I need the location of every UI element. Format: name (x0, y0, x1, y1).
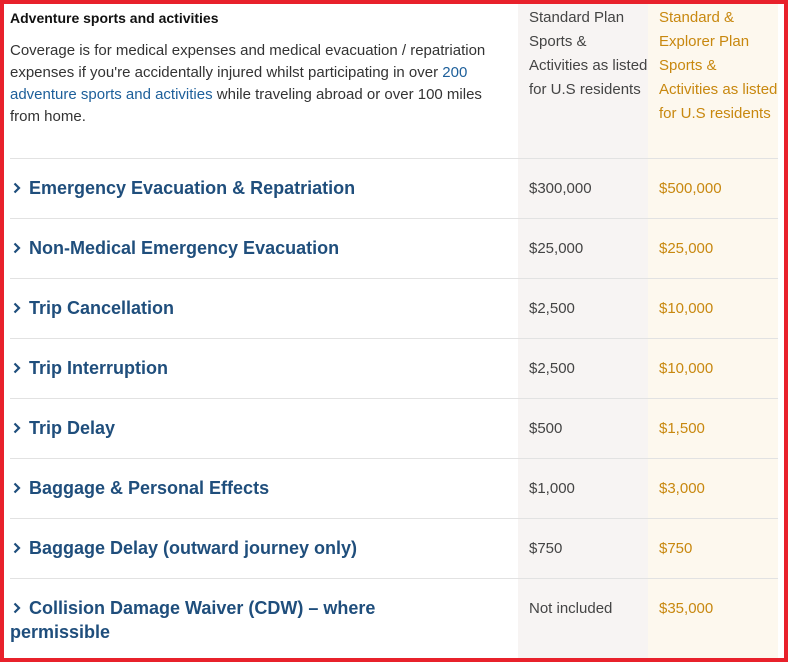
row-label[interactable]: Baggage & Personal Effects (10, 459, 518, 518)
row-label[interactable]: Trip Delay (10, 399, 518, 458)
row-label[interactable]: Non-Medical Emergency Evacuation (10, 219, 518, 278)
text: while traveling abroad or over 100 miles… (10, 86, 482, 125)
row-label-text[interactable]: Collision Damage Waiver (CDW) – where pe… (10, 598, 376, 642)
cell-value: $500,000 (659, 180, 722, 197)
chevron-icon (13, 302, 21, 314)
cell-value: $25,000 (659, 240, 714, 257)
table-row: Trip Delay $500 $1,500 (10, 398, 778, 458)
cell-value: $25,000 (529, 240, 584, 257)
chevron-icon (13, 602, 21, 614)
column-header: Standard Plan Sports & Activities as lis… (529, 9, 648, 98)
row-label[interactable]: Collision Damage Waiver (CDW) – where pe… (10, 579, 518, 657)
comparison-table: Adventure sports and activities Coverage… (10, 4, 778, 657)
cell-value: $1,500 (659, 420, 705, 437)
chevron-icon (13, 542, 21, 554)
row-label[interactable]: Trip Interruption (10, 339, 518, 398)
chevron-icon (13, 182, 21, 194)
row-label-text[interactable]: Baggage & Personal Effects (29, 478, 270, 498)
chevron-icon (13, 242, 21, 254)
header-cell: Adventure sports and activities Coverage… (10, 4, 518, 158)
cell-value: $750 (529, 540, 563, 557)
chevron-icon (13, 362, 21, 374)
row-label-text[interactable]: Baggage Delay (outward journey only) (29, 538, 358, 558)
row-label-text[interactable]: Trip Delay (29, 418, 116, 438)
table-row: Trip Interruption $2,500 $10,000 (10, 338, 778, 398)
column-bg (648, 4, 778, 658)
cell-value: $3,000 (659, 480, 705, 497)
table-row: Non-Medical Emergency Evacuation $25,000 $… (10, 218, 778, 278)
cell-value: $1,000 (529, 480, 575, 497)
table-row: Baggage & Personal Effects $1,000 $3,000 (10, 458, 778, 518)
column-header: Standard & Explorer Plan Sports & Activi… (659, 9, 778, 122)
chevron-icon (13, 482, 21, 494)
text: Coverage is for medical expenses and med… (10, 42, 486, 81)
row-label-text[interactable]: Trip Interruption (29, 358, 168, 378)
table-header: Adventure sports and activities Coverage… (10, 4, 778, 158)
title: Adventure sports and activities (10, 10, 219, 26)
column-bg (518, 4, 648, 658)
chevron-icon (13, 422, 21, 434)
row-label[interactable]: Trip Cancellation (10, 279, 518, 338)
table-row: Collision Damage Waiver (CDW) – where pe… (10, 578, 778, 657)
row-label-text[interactable]: Non-Medical Emergency Evacuation (29, 238, 340, 258)
cell-value: $10,000 (659, 300, 714, 317)
cell-value: $300,000 (529, 180, 592, 197)
table-row: Baggage Delay (outward journey only) $750… (10, 518, 778, 578)
cell-value: $750 (659, 540, 693, 557)
row-label[interactable]: Baggage Delay (outward journey only) (10, 519, 518, 578)
row-label-text[interactable]: Emergency Evacuation & Repatriation (29, 178, 356, 198)
cell-value: $10,000 (659, 360, 714, 377)
link[interactable]: 200 adventure sports and activities (10, 64, 468, 103)
row-label[interactable]: Emergency Evacuation & Repatriation (10, 159, 518, 218)
cell-value: $2,500 (529, 360, 575, 377)
row-label-text[interactable]: Trip Cancellation (29, 298, 175, 318)
table-row: Trip Cancellation $2,500 $10,000 (10, 278, 778, 338)
table-row: Emergency Evacuation & Repatriation $300,… (10, 158, 778, 218)
cell-value: $35,000 (659, 600, 714, 617)
description: Coverage is for medical expenses and med… (10, 40, 498, 128)
cell-value: Not included (529, 600, 613, 617)
cell-value: $2,500 (529, 300, 575, 317)
cell-value: $500 (529, 420, 563, 437)
